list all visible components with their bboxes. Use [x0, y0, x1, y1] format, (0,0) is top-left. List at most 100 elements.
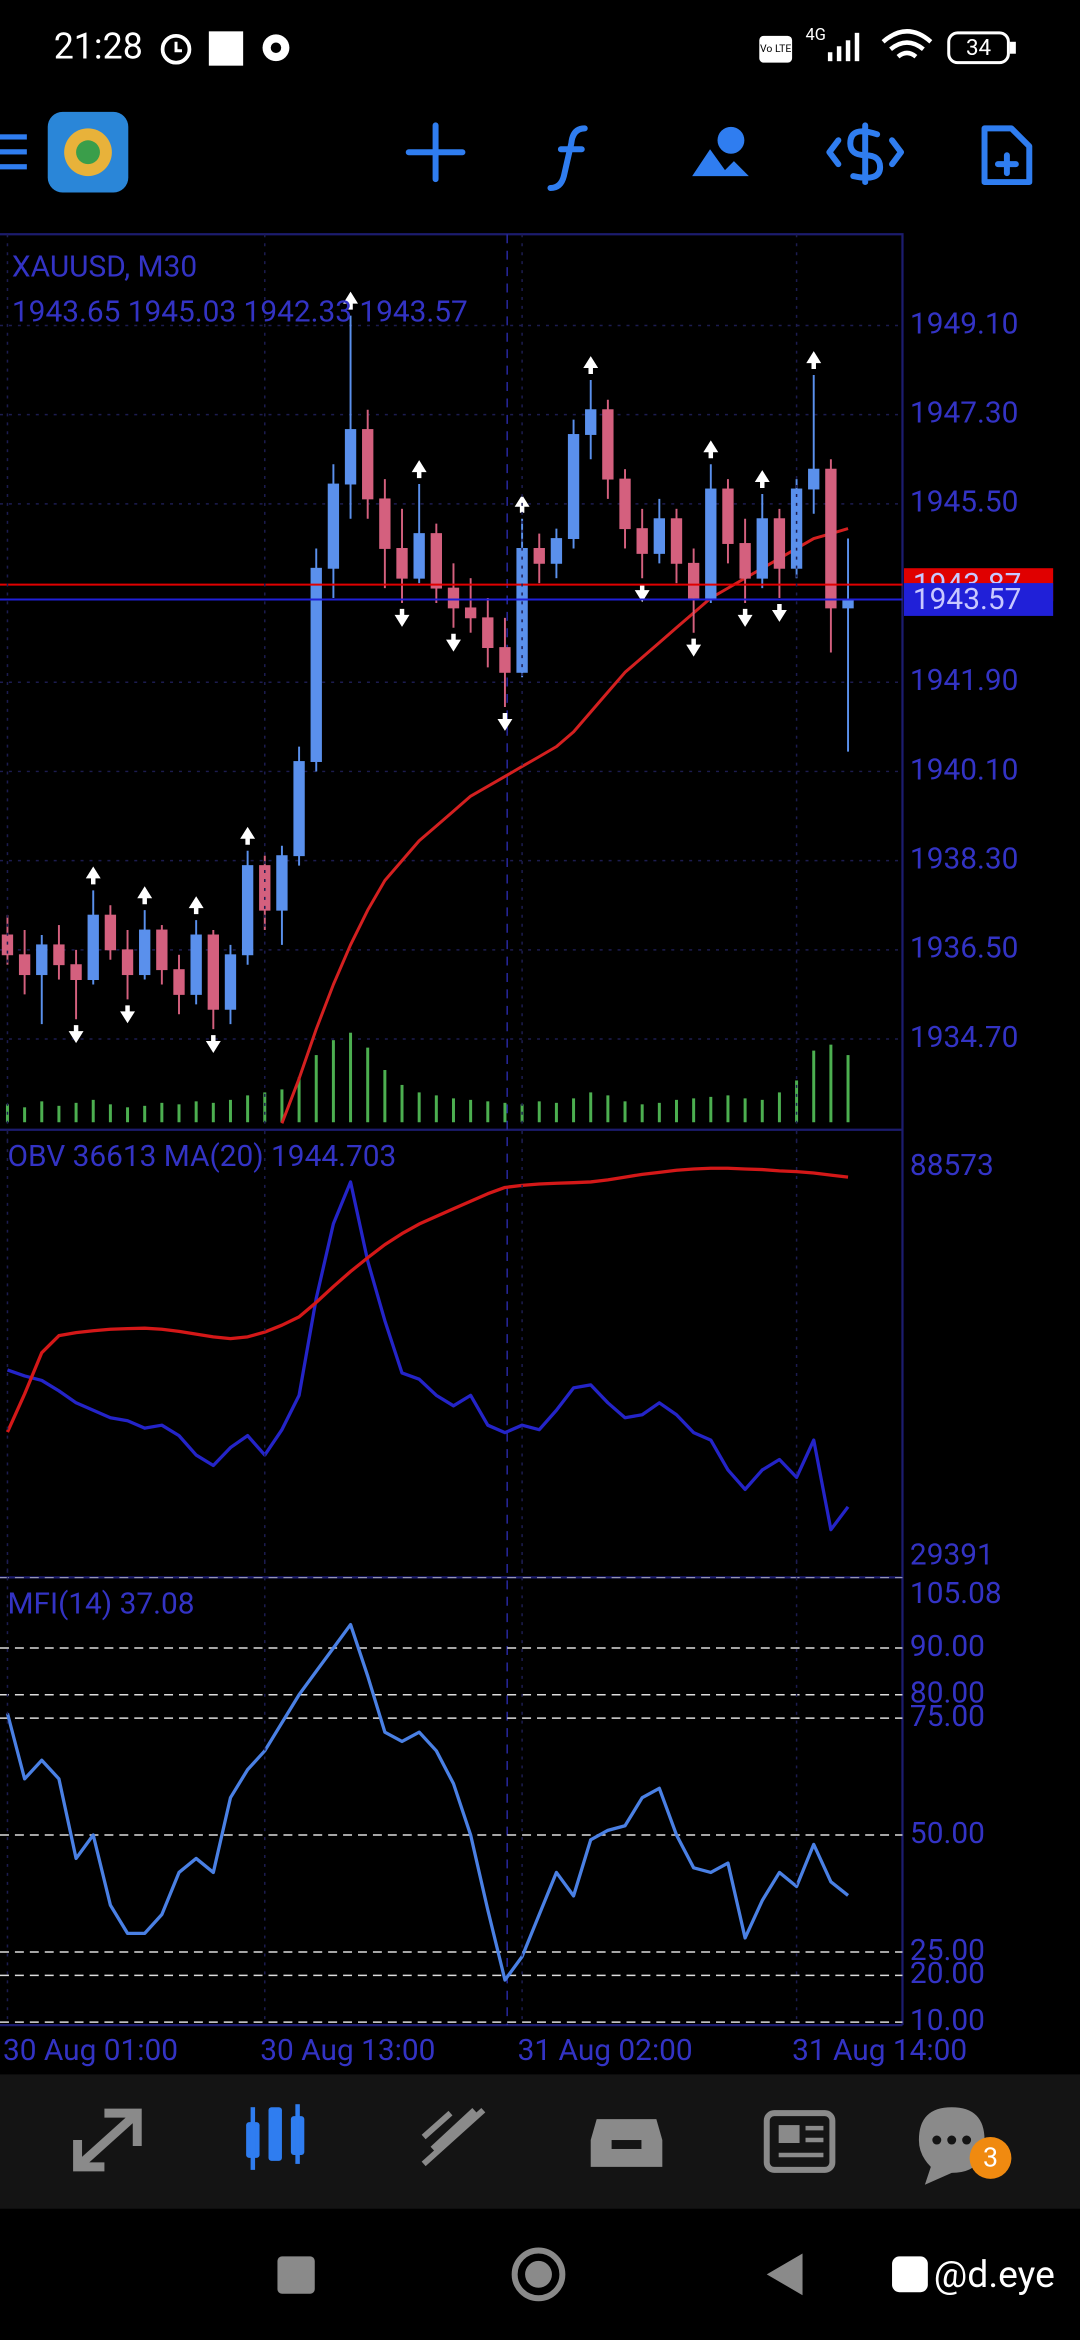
- y-tick-label: 1940.10: [910, 752, 1018, 787]
- x-tick-label: 31 Aug 14:00: [792, 2033, 967, 2068]
- fractal-down-arrow: [394, 608, 410, 627]
- volume-bar: [108, 1104, 112, 1123]
- candle-body: [413, 533, 425, 579]
- indicator-line: [5, 1166, 849, 1433]
- ohlc-readout: 1943.65 1945.03 1942.33 1943.57: [12, 294, 468, 329]
- volume-bar: [40, 1101, 44, 1123]
- candle-body: [739, 543, 751, 579]
- candle-body: [550, 538, 563, 564]
- volume-bar: [23, 1107, 27, 1123]
- volume-bar: [743, 1098, 747, 1123]
- panel-title: XAUUSD, M30: [12, 249, 197, 284]
- candle-body: [567, 434, 580, 539]
- indicator-line: [6, 1180, 850, 1532]
- candle-body: [121, 949, 134, 976]
- menu-button[interactable]: [0, 134, 27, 170]
- volume-bar: [846, 1055, 850, 1123]
- candle-body: [499, 647, 511, 673]
- candle-body: [670, 518, 683, 564]
- y-tick-label: 105.08: [910, 1576, 1002, 1611]
- fractal-down-arrow: [120, 1005, 135, 1024]
- fractal-up-arrow: [806, 351, 822, 370]
- chat-badge-count: 3: [983, 2142, 998, 2174]
- candle-body: [18, 954, 31, 976]
- back-button[interactable]: [766, 2253, 803, 2296]
- fractal-up-arrow: [240, 826, 256, 845]
- volume-bar: [349, 1032, 353, 1123]
- y-tick-label: 25.00: [910, 1933, 985, 1968]
- objects-button[interactable]: [692, 126, 749, 177]
- candle-body: [447, 587, 460, 609]
- y-tick-label: 20.00: [910, 1956, 985, 1991]
- fractal-down-arrow: [497, 712, 513, 731]
- new-order-button[interactable]: [981, 125, 1033, 186]
- y-tick-label: 1938.30: [910, 842, 1018, 877]
- symbols-button[interactable]: [826, 122, 904, 186]
- volume-bar: [829, 1044, 833, 1123]
- trade-tab[interactable]: [421, 2107, 486, 2167]
- candle-body: [310, 567, 322, 762]
- home-button[interactable]: [511, 2247, 566, 2302]
- candle-body: [70, 964, 82, 981]
- volume-bar: [263, 1092, 267, 1123]
- candle-body: [825, 468, 837, 609]
- candle-body: [53, 944, 65, 966]
- volume-bar: [726, 1095, 730, 1123]
- volume-bar: [503, 1102, 507, 1123]
- volume-bar: [143, 1105, 147, 1123]
- fractal-up-arrow: [137, 886, 153, 905]
- indicator-button[interactable]: [547, 125, 588, 192]
- y-tick-label: 88573: [910, 1148, 994, 1183]
- notification-icon: [208, 31, 244, 66]
- fractal-down-arrow: [634, 584, 650, 603]
- panel-plot: [5, 1166, 850, 1532]
- bottom-nav: [0, 2074, 1080, 2209]
- y-tick-label: 1934.70: [910, 1020, 1018, 1055]
- x-tick-label: 30 Aug 01:00: [3, 2033, 178, 2068]
- watermark: @d.eye: [934, 2253, 1055, 2297]
- settings-icon: [262, 34, 290, 62]
- volume-bar: [366, 1047, 370, 1123]
- volume-bar: [177, 1104, 181, 1123]
- y-tick-label: 90.00: [910, 1629, 985, 1664]
- candle-body: [224, 954, 237, 1010]
- volume-bar: [469, 1099, 473, 1123]
- moving-average: [280, 527, 849, 1124]
- history-tab[interactable]: [590, 2119, 663, 2167]
- candle-body: [379, 498, 391, 549]
- recent-apps-button[interactable]: [277, 2256, 315, 2294]
- fractal-down-arrow: [446, 633, 461, 652]
- volume-bar: [554, 1102, 558, 1123]
- chart-tab[interactable]: [246, 2104, 305, 2170]
- price-label-box: [903, 583, 1054, 616]
- crosshair-button[interactable]: [405, 122, 466, 183]
- candle-body: [842, 599, 854, 609]
- candle-body: [636, 528, 648, 554]
- fractal-up-arrow: [188, 896, 204, 915]
- fractal-up-arrow: [583, 356, 599, 375]
- app-logo[interactable]: [47, 111, 129, 193]
- y-tick-label: 1936.50: [910, 931, 1018, 966]
- candle-body: [705, 488, 717, 599]
- chat-badge: [969, 2137, 1012, 2179]
- candle-body: [139, 929, 151, 976]
- volume-bar: [74, 1102, 78, 1123]
- candle-body: [808, 468, 820, 490]
- volume-bar: [640, 1104, 644, 1123]
- fractal-down-arrow: [737, 608, 753, 627]
- y-tick-label: 1947.30: [910, 396, 1018, 431]
- news-tab[interactable]: [763, 2110, 836, 2173]
- candle-body: [430, 533, 442, 589]
- y-tick-label: 75.00: [910, 1699, 985, 1734]
- quotes-tab[interactable]: [73, 2108, 142, 2172]
- panel-plot: [0, 291, 903, 1124]
- volume-bar: [537, 1101, 541, 1123]
- alarm-icon: [160, 33, 192, 65]
- fractal-up-arrow: [411, 460, 427, 479]
- volume-bar: [675, 1099, 678, 1123]
- candle-body: [773, 518, 786, 569]
- indicator-line: [5, 1622, 850, 1982]
- messages-tab[interactable]: [918, 2107, 985, 2185]
- candle-body: [653, 518, 666, 554]
